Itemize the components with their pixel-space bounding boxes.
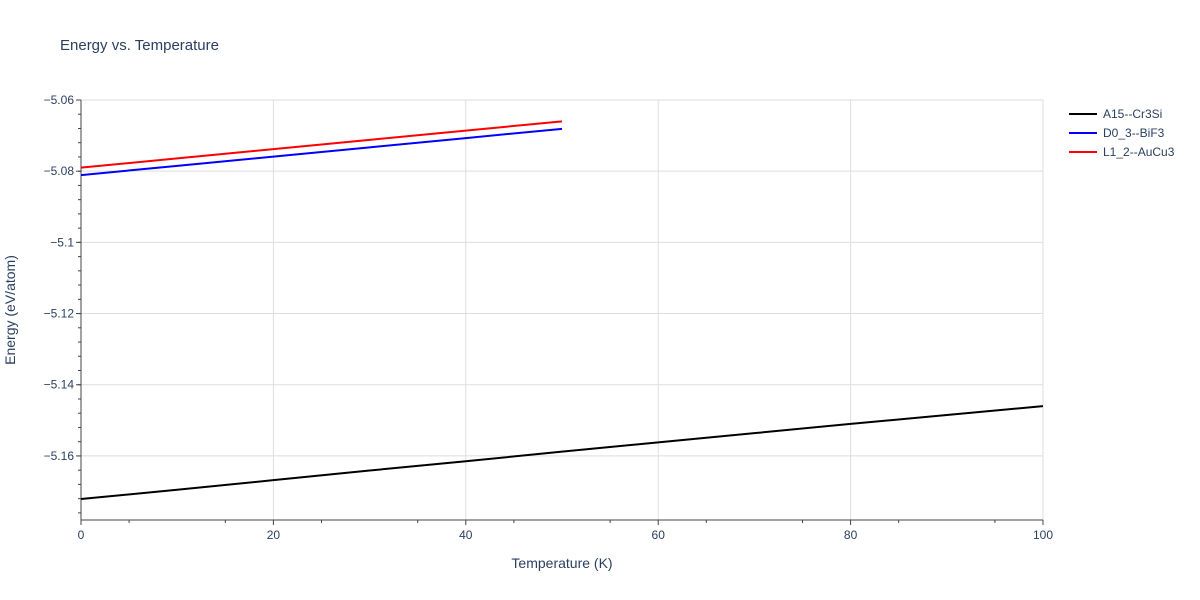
legend[interactable]: A15--Cr3Si D0_3--BiF3 L1_2--AuCu3 bbox=[1069, 107, 1175, 159]
x-axis-title: Temperature (K) bbox=[511, 555, 612, 571]
grid-layer bbox=[81, 99, 1044, 520]
y-tick-label: −5.14 bbox=[44, 378, 75, 392]
x-tick-label: 0 bbox=[78, 528, 85, 542]
legend-item[interactable]: L1_2--AuCu3 bbox=[1069, 145, 1175, 159]
x-tick-label: 60 bbox=[652, 528, 666, 542]
series-line-1 bbox=[80, 127, 563, 177]
axes-layer: 0 20 40 60 80 100 −5.16 −5.14 −5.12 −5.1 −5.08 −5.0… bbox=[44, 93, 1054, 542]
y-tick-label: −5.06 bbox=[44, 93, 75, 107]
legend-item[interactable]: D0_3--BiF3 bbox=[1069, 126, 1165, 140]
y-axis-title: Energy (eV/atom) bbox=[2, 255, 18, 365]
legend-label: L1_2--AuCu3 bbox=[1103, 145, 1175, 159]
series-line-2 bbox=[80, 120, 563, 169]
legend-label: A15--Cr3Si bbox=[1103, 107, 1162, 121]
y-tick-label: −5.1 bbox=[50, 235, 74, 249]
legend-label: D0_3--BiF3 bbox=[1103, 126, 1165, 140]
chart-title: Energy vs. Temperature bbox=[60, 37, 219, 54]
y-tick-label: −5.16 bbox=[44, 449, 75, 463]
x-tick-label: 40 bbox=[459, 528, 473, 542]
y-tick-label: −5.12 bbox=[44, 307, 75, 321]
series-line-0 bbox=[80, 405, 1044, 500]
y-tick-label: −5.08 bbox=[44, 164, 75, 178]
legend-item[interactable]: A15--Cr3Si bbox=[1069, 107, 1162, 121]
series-layer bbox=[80, 120, 1044, 500]
x-tick-label: 100 bbox=[1033, 528, 1053, 542]
x-tick-label: 80 bbox=[844, 528, 858, 542]
x-tick-label: 20 bbox=[267, 528, 281, 542]
